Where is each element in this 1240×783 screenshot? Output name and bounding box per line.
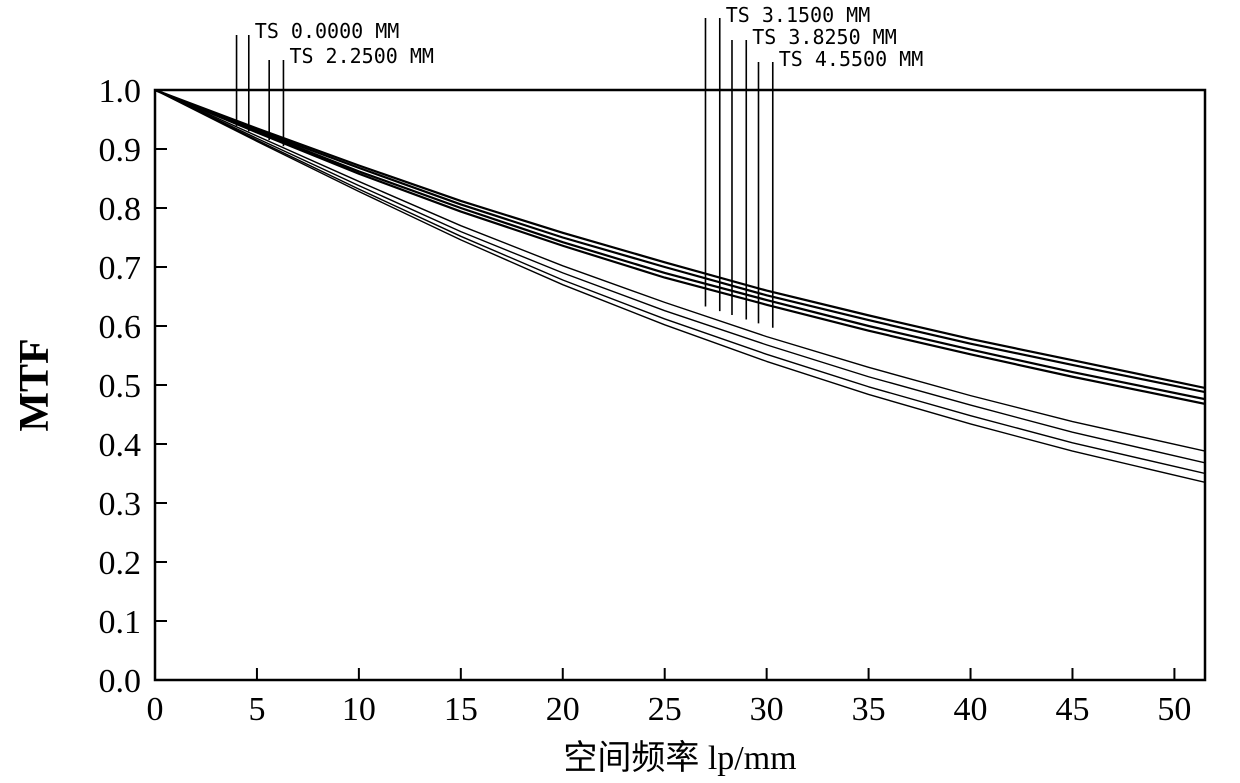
x-tick-label: 30 bbox=[750, 691, 784, 728]
x-tick-label: 25 bbox=[648, 691, 682, 728]
callout-label: TS 3.1500 MM bbox=[726, 3, 871, 27]
x-tick-label: 15 bbox=[444, 691, 478, 728]
x-tick-label: 20 bbox=[546, 691, 580, 728]
y-tick-label: 0.5 bbox=[99, 368, 142, 405]
x-tick-label: 10 bbox=[342, 691, 376, 728]
x-tick-label: 50 bbox=[1157, 691, 1191, 728]
callout-label: TS 2.2500 MM bbox=[289, 44, 434, 68]
y-tick-label: 0.0 bbox=[99, 663, 142, 700]
x-tick-label: 45 bbox=[1055, 691, 1089, 728]
mtf-chart: 0 5 10 15 20 25 30 35 40 45 50 0.0 0.1 0.2 0.3 0.4 0.5 0.… bbox=[0, 0, 1240, 783]
x-tick-label: 35 bbox=[852, 691, 886, 728]
callout-label: TS 3.8250 MM bbox=[752, 25, 897, 49]
callout-label: TS 0.0000 MM bbox=[255, 19, 400, 43]
y-tick-label: 0.9 bbox=[99, 132, 142, 169]
y-tick-label: 0.6 bbox=[99, 309, 142, 346]
y-tick-label: 0.1 bbox=[99, 604, 142, 641]
y-tick-label: 0.4 bbox=[99, 427, 142, 464]
x-tick-label: 40 bbox=[954, 691, 988, 728]
y-tick-label: 0.7 bbox=[99, 250, 142, 287]
x-axis-label: 空间频率 lp/mm bbox=[563, 739, 796, 777]
y-tick-label: 0.8 bbox=[99, 191, 142, 228]
callout-label: TS 4.5500 MM bbox=[779, 47, 924, 71]
y-axis-label: MTF bbox=[12, 338, 58, 431]
x-tick-label: 5 bbox=[248, 691, 265, 728]
x-tick-label: 0 bbox=[147, 691, 164, 728]
chart-background bbox=[0, 0, 1240, 783]
chart-svg: 0 5 10 15 20 25 30 35 40 45 50 0.0 0.1 0.2 0.3 0.4 0.5 0.… bbox=[0, 0, 1240, 783]
y-tick-label: 1.0 bbox=[99, 73, 142, 110]
y-tick-label: 0.3 bbox=[99, 486, 142, 523]
y-tick-label: 0.2 bbox=[99, 545, 142, 582]
